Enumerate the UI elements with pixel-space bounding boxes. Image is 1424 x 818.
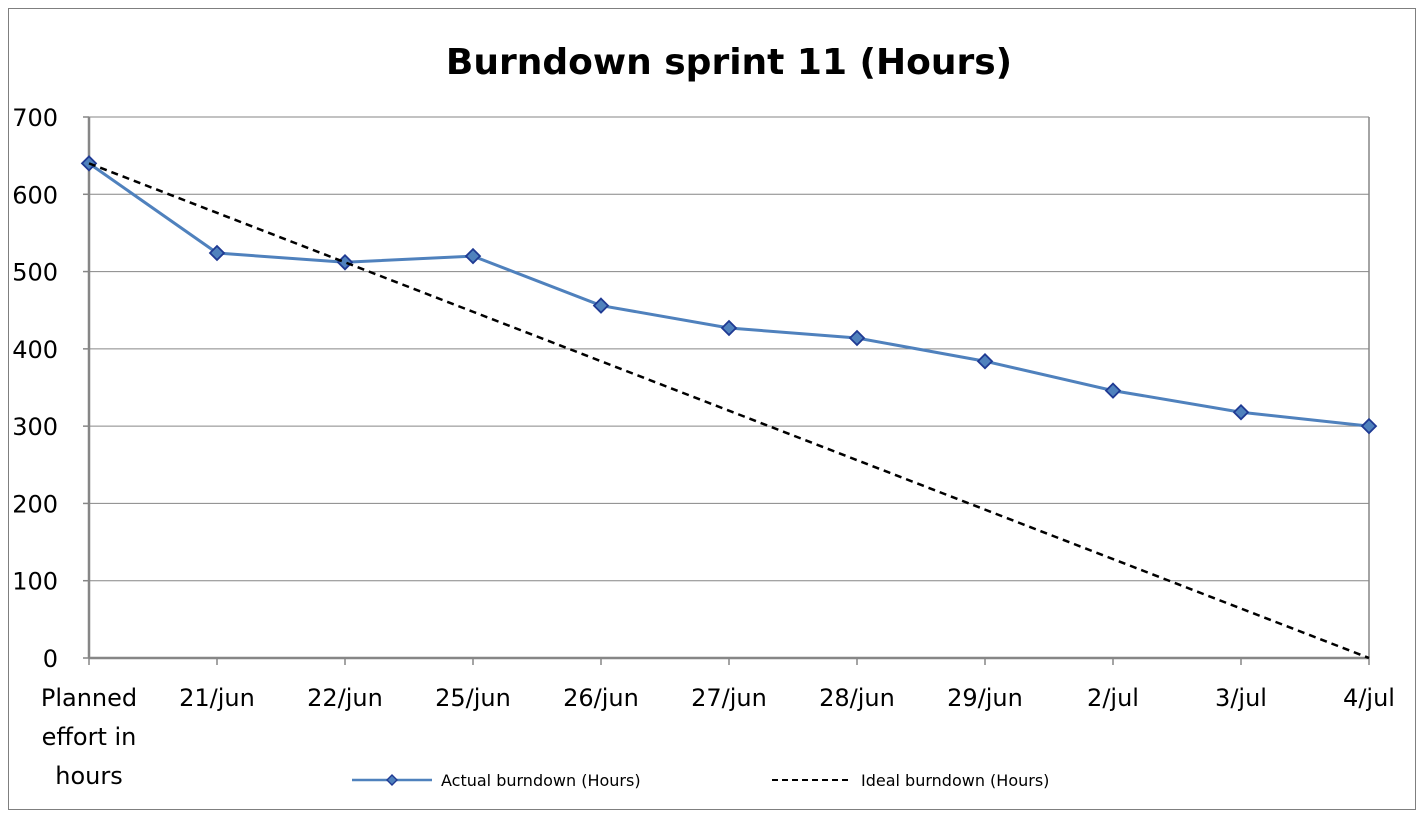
legend-label: Ideal burndown (Hours)	[861, 771, 1049, 790]
data-point-marker	[336, 254, 354, 271]
axes	[87, 116, 1370, 660]
legend-label: Actual burndown (Hours)	[441, 771, 641, 790]
series-line	[88, 162, 1370, 660]
y-tick-label: 400	[12, 336, 58, 364]
x-tick-label: 3/jul	[1215, 684, 1267, 712]
y-tick-label: 700	[12, 104, 58, 132]
x-tick-label: 2/jul	[1087, 684, 1139, 712]
x-tick-label: 25/jun	[435, 684, 511, 712]
y-axis-ticks: 0 100 200 300 400 500 600 700	[12, 104, 89, 673]
data-point-marker	[1232, 403, 1250, 421]
x-tick-label: Planned effort in hours	[41, 684, 137, 790]
x-tick-label: 22/jun	[307, 684, 383, 712]
y-tick-label: 600	[12, 181, 58, 209]
data-point-marker	[80, 155, 98, 172]
legend-item: Ideal burndown (Hours)	[772, 771, 1049, 790]
data-point-marker	[208, 244, 226, 262]
x-tick-label: 28/jun	[819, 684, 895, 712]
x-axis-ticks: Planned effort in hours 21/jun 22/jun 25/jun 2…	[41, 658, 1395, 790]
data-point-marker	[464, 247, 482, 265]
x-tick-label: 27/jun	[691, 684, 767, 712]
x-tick-label: 4/jul	[1343, 684, 1395, 712]
y-tick-label: 500	[12, 259, 58, 287]
data-point-marker	[720, 319, 738, 337]
legend-item: Actual burndown (Hours)	[352, 771, 641, 790]
data-point-marker	[1104, 382, 1122, 399]
series-line	[88, 162, 1370, 428]
data-point-marker	[592, 297, 610, 314]
data-point-marker	[848, 329, 866, 347]
x-tick-label: 29/jun	[947, 684, 1023, 712]
chart-title: Burndown sprint 11 (Hours)	[446, 42, 1012, 83]
grid-lines	[89, 116, 1369, 582]
legend: Actual burndown (Hours) Ideal burndown (H…	[352, 771, 1049, 790]
chart-frame	[8, 8, 1416, 810]
data-point-marker	[1360, 417, 1378, 435]
series	[80, 155, 1378, 660]
legend-marker	[386, 774, 398, 786]
x-tick-label: 26/jun	[563, 684, 639, 712]
data-point-marker	[976, 352, 994, 370]
series-ideal	[88, 162, 1370, 660]
y-tick-label: 300	[12, 413, 58, 441]
x-tick-label: 21/jun	[179, 684, 255, 712]
y-tick-label: 0	[43, 645, 58, 673]
series-actual	[80, 155, 1378, 435]
y-tick-label: 200	[12, 490, 58, 518]
y-tick-label: 100	[12, 568, 58, 596]
